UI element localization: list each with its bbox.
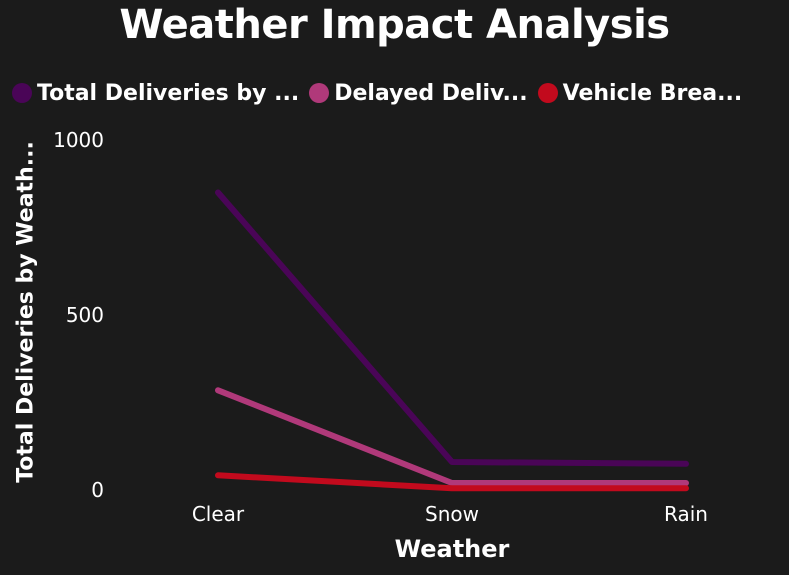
x-tick-label: Clear (192, 502, 245, 526)
x-tick-label: Snow (425, 502, 479, 526)
y-tick-label: 1000 (53, 128, 104, 152)
y-tick-label: 0 (91, 478, 104, 502)
legend-dot-delayed-deliveries (309, 83, 330, 103)
x-axis-label: Weather (394, 535, 510, 563)
chart-title: Weather Impact Analysis (119, 2, 670, 48)
series-line-delayed-deliveries[interactable] (215, 387, 689, 486)
x-tick-label: Rain (664, 502, 708, 526)
legend-label-delayed-deliveries: Delayed Deliv... (334, 80, 528, 106)
legend-label-total-deliveries: Total Deliveries by ... (37, 80, 300, 106)
series-line-total-deliveries[interactable] (215, 189, 689, 467)
legend-label-vehicle-breakdowns: Vehicle Brea... (562, 80, 743, 106)
legend-dot-total-deliveries (12, 83, 32, 103)
legend-item-vehicle-breakdowns[interactable]: Vehicle Brea... (537, 80, 743, 106)
y-tick-label: 500 (66, 303, 104, 327)
series-line-vehicle-breakdowns[interactable] (215, 472, 689, 492)
legend: Total Deliveries by ... Delayed Deliv...… (12, 76, 752, 110)
legend-item-total-deliveries[interactable]: Total Deliveries by ... (12, 81, 299, 106)
legend-dot-vehicle-breakdowns (537, 83, 558, 103)
legend-item-delayed-deliveries[interactable]: Delayed Deliv... (309, 80, 528, 106)
